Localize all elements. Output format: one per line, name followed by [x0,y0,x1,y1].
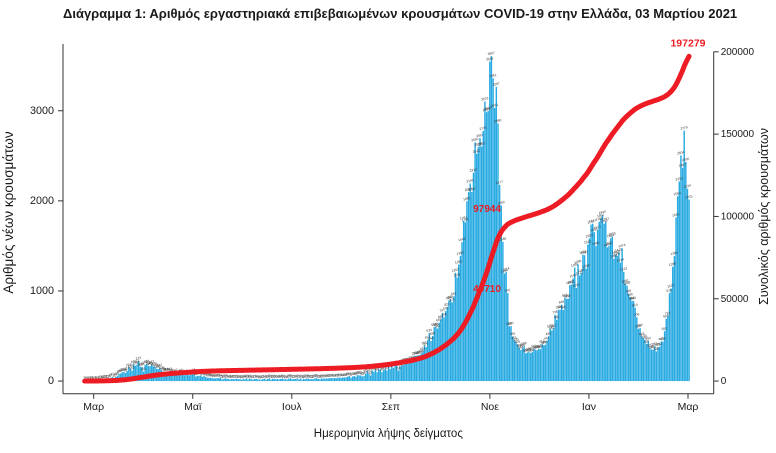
svg-text:1767: 1767 [602,217,610,222]
svg-text:2860: 2860 [494,118,502,123]
svg-text:708: 708 [633,312,639,317]
svg-text:2015: 2015 [685,194,693,199]
svg-text:1314: 1314 [616,257,624,262]
svg-text:2000: 2000 [30,195,54,207]
svg-text:2177: 2177 [495,180,503,185]
svg-text:814: 814 [632,303,638,308]
svg-text:388: 388 [521,341,527,346]
svg-text:150000: 150000 [721,129,755,140]
svg-text:976: 976 [504,288,510,293]
svg-text:Μαρ: Μαρ [83,401,104,413]
svg-text:443: 443 [645,336,651,341]
svg-text:3000: 3000 [30,105,54,117]
svg-text:1605: 1605 [608,231,616,236]
svg-text:1474: 1474 [618,243,626,248]
svg-text:Ιαν: Ιαν [582,401,596,413]
svg-text:3546: 3546 [486,56,494,61]
svg-text:1000: 1000 [30,285,54,297]
svg-text:1213: 1213 [620,266,628,271]
svg-text:3607: 3607 [487,51,495,56]
svg-text:49710: 49710 [473,284,501,295]
svg-text:1058: 1058 [623,280,631,285]
svg-text:848: 848 [558,300,564,305]
svg-text:2134: 2134 [683,183,691,188]
svg-text:3031: 3031 [490,103,498,108]
svg-text:3103: 3103 [481,96,489,101]
svg-text:3361: 3361 [489,73,497,78]
svg-text:0: 0 [721,376,727,387]
svg-text:889: 889 [630,296,636,301]
svg-text:0: 0 [48,375,54,387]
svg-text:97944: 97944 [473,204,501,215]
svg-text:1843: 1843 [598,210,606,215]
svg-text:1296: 1296 [574,259,582,264]
svg-text:Μαϊ: Μαϊ [184,401,202,413]
svg-text:197279: 197279 [670,38,705,50]
svg-text:2779: 2779 [680,125,688,130]
svg-text:100000: 100000 [721,211,755,222]
svg-text:Αριθμός νέων κρουσμάτων: Αριθμός νέων κρουσμάτων [1,131,16,293]
svg-text:Νοε: Νοε [481,401,499,413]
svg-text:610: 610 [508,321,514,326]
svg-text:3267: 3267 [492,81,500,86]
svg-text:590: 590 [637,323,643,328]
svg-text:Ημερομηνία λήψης δείγματος: Ημερομηνία λήψης δείγματος [314,428,464,440]
svg-text:Συνολικός αριθμός κρουσμάτων: Συνολικός αριθμός κρουσμάτων [757,128,771,305]
svg-text:1214: 1214 [502,266,510,271]
svg-text:223: 223 [135,356,141,361]
svg-text:Μαρ: Μαρ [678,401,699,413]
svg-text:50000: 50000 [721,294,749,305]
svg-text:Ιουλ: Ιουλ [282,401,302,413]
svg-text:Σεπ: Σεπ [382,401,400,413]
svg-text:2430: 2430 [682,157,690,162]
svg-text:200000: 200000 [721,47,755,58]
svg-text:736: 736 [552,310,558,315]
